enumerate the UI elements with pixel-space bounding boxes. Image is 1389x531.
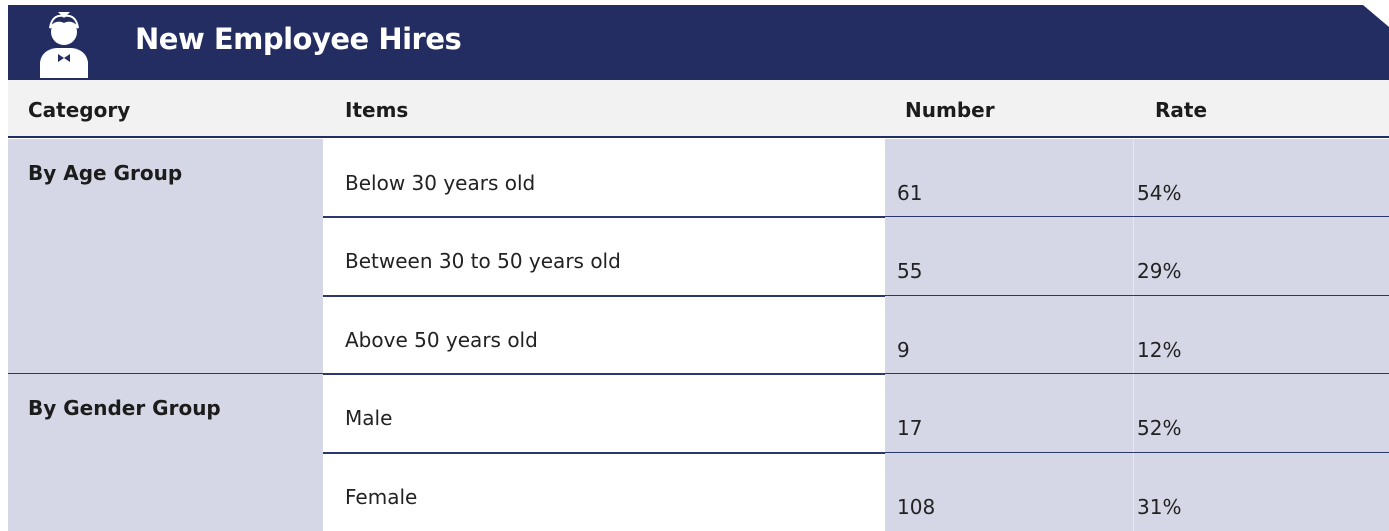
item-label: Below 30 years old (345, 171, 536, 195)
rate-cell-bg (1133, 374, 1389, 453)
column-header-row (8, 80, 1389, 138)
category-label: By Age Group (28, 161, 183, 185)
category-cell-bg (8, 139, 323, 375)
column-header: Items (345, 98, 409, 122)
number-value: 17 (897, 416, 923, 441)
row-divider (323, 451, 1389, 454)
rate-cell-bg (1133, 139, 1389, 218)
number-value: 55 (897, 259, 923, 284)
header-title: New Employee Hires (135, 22, 462, 56)
number-cell-bg (885, 374, 1133, 453)
column-header: Category (28, 98, 131, 122)
rate-value: 31% (1137, 494, 1182, 519)
row-divider (8, 373, 1389, 376)
column-header: Number (905, 98, 995, 122)
item-label: Above 50 years old (345, 327, 538, 352)
number-cell-bg (885, 217, 1133, 296)
number-value: 108 (897, 494, 936, 519)
rate-value: 29% (1137, 259, 1182, 284)
rate-cell-bg (1133, 295, 1389, 375)
item-label: Male (345, 406, 393, 431)
column-header: Rate (1155, 98, 1208, 122)
row-divider (323, 294, 1389, 297)
number-cell-bg (885, 139, 1133, 218)
rate-cell-bg (1133, 217, 1389, 296)
rate-value: 52% (1137, 416, 1182, 441)
rate-value: 12% (1137, 337, 1182, 362)
header-bar (8, 5, 1389, 80)
number-value: 9 (897, 337, 910, 362)
row-divider (323, 216, 1389, 219)
item-label: Between 30 to 50 years old (345, 249, 621, 274)
item-label: Female (345, 484, 418, 509)
category-cell-bg (8, 374, 323, 531)
number-cell-bg (885, 452, 1133, 531)
rate-cell-bg (1133, 452, 1389, 531)
rate-value: 54% (1137, 181, 1182, 205)
number-value: 61 (897, 181, 923, 205)
employee-icon (40, 12, 88, 78)
category-label: By Gender Group (28, 396, 221, 421)
number-cell-bg (885, 295, 1133, 375)
